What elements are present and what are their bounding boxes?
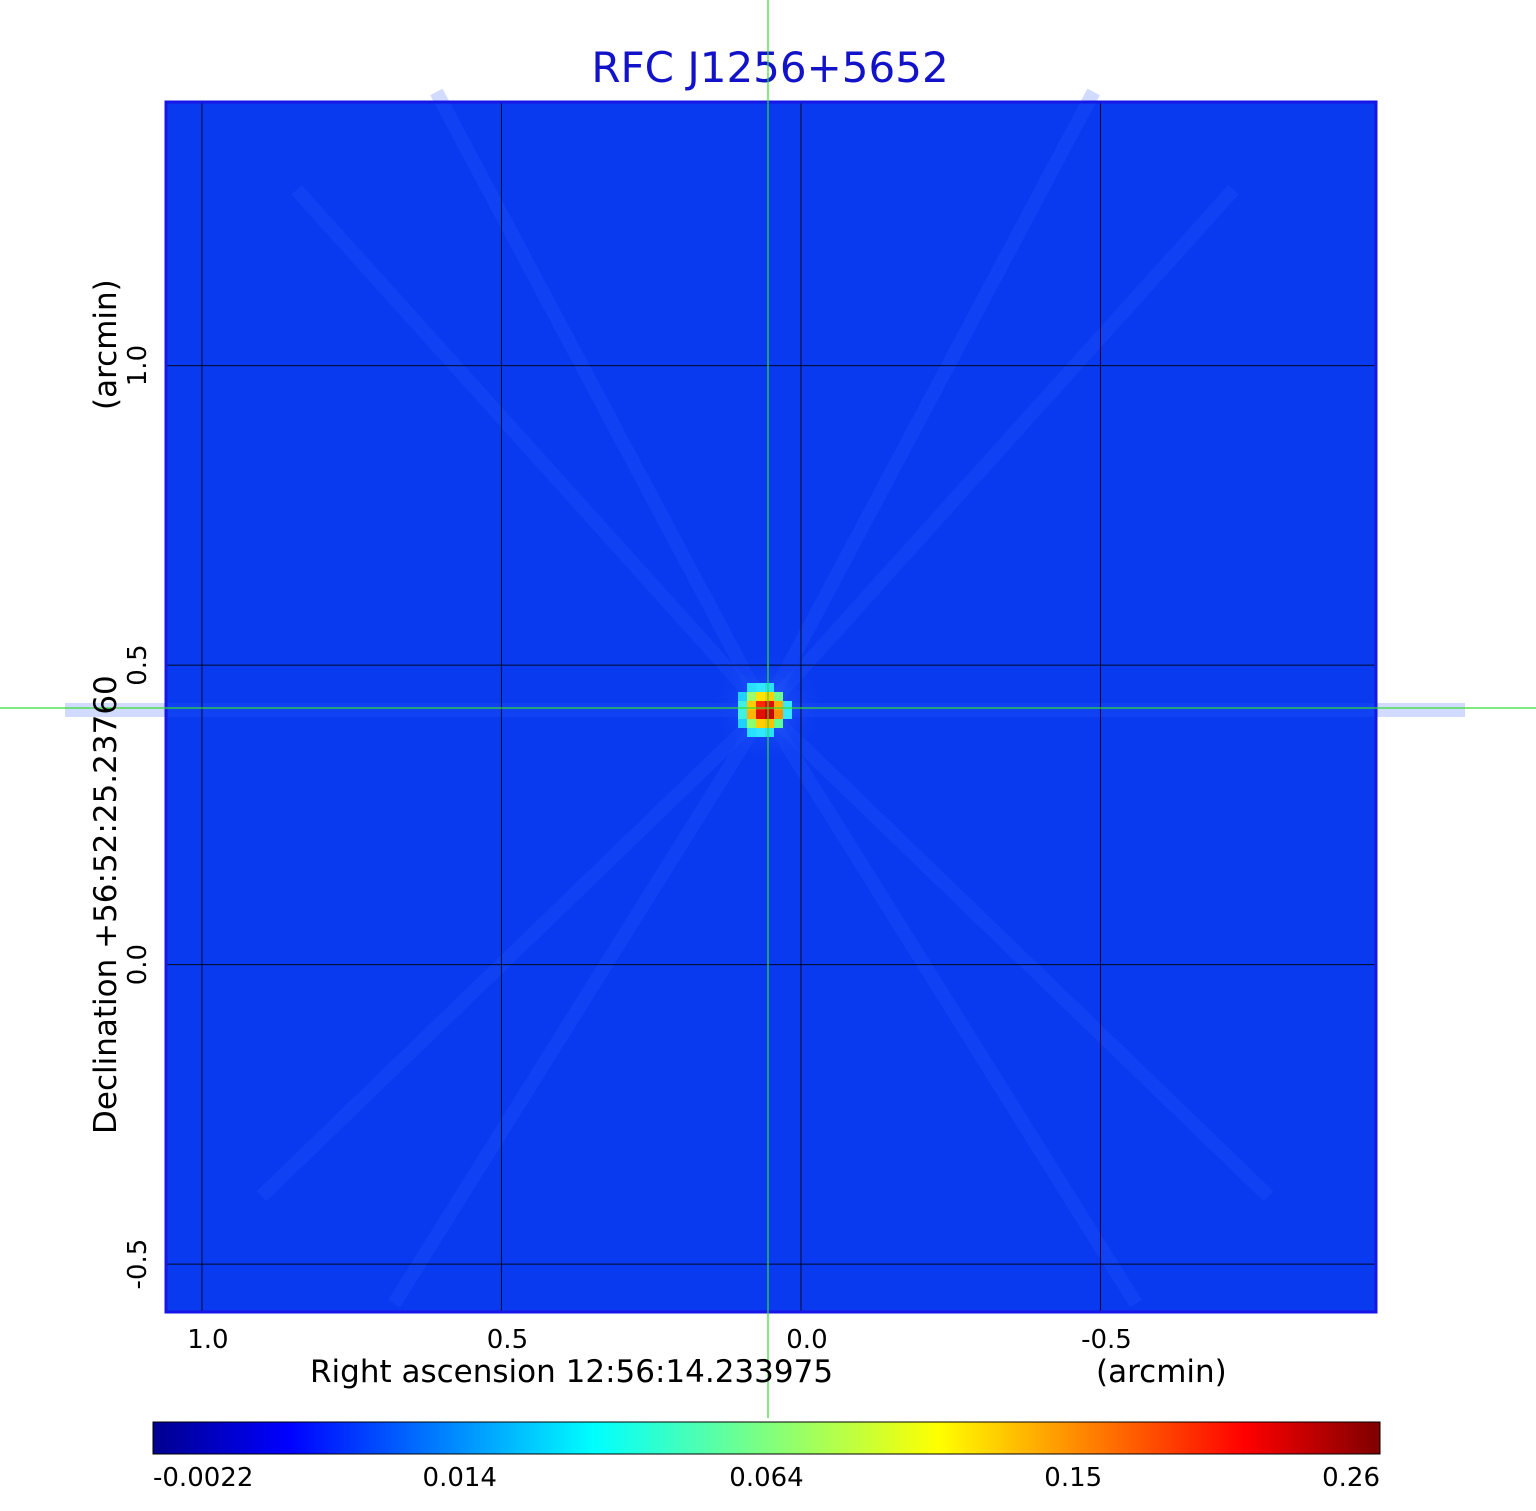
source-peak — [738, 682, 793, 737]
source-pixel — [747, 691, 757, 701]
x-tick-label: 0.0 — [786, 1325, 827, 1355]
source-pixel — [756, 691, 766, 701]
source-pixel — [783, 709, 793, 719]
source-pixel — [774, 700, 784, 710]
source-pixel — [765, 700, 775, 710]
y-tick-label: 0.5 — [123, 644, 153, 685]
source-pixel — [774, 709, 784, 719]
colorbar-tick-labels: -0.0022 0.014 0.064 0.15 0.26 — [153, 1463, 1380, 1493]
sidelobe-streak — [759, 706, 1142, 1308]
colorbar-tick-label: 0.014 — [423, 1463, 497, 1493]
colorbar-tick-label: 0.15 — [1044, 1463, 1102, 1493]
colorbar-gradient — [152, 1421, 1381, 1455]
colorbar-tick-label: -0.0022 — [153, 1463, 253, 1493]
x-axis-unit: (arcmin) — [1096, 1354, 1227, 1390]
colorbar-tick-label: 0.064 — [729, 1463, 803, 1493]
source-pixel — [783, 700, 793, 710]
source-pixel — [774, 718, 784, 728]
sidelobe-streak — [291, 185, 771, 715]
image-area — [65, 88, 1466, 1314]
x-axis-label: Right ascension 12:56:14.233975 — [310, 1354, 833, 1390]
source-pixel — [765, 727, 775, 737]
sidelobe-streak — [758, 88, 1100, 714]
colorbar: -0.0022 0.014 0.064 0.15 0.26 — [152, 1421, 1381, 1493]
source-pixel — [756, 718, 766, 728]
x-tick-label: 1.0 — [187, 1325, 228, 1355]
y-tick-label: 1.0 — [123, 345, 153, 386]
sidelobe-streak — [388, 706, 771, 1308]
source-pixel — [756, 709, 766, 719]
source-pixel — [765, 718, 775, 728]
source-pixel — [756, 682, 766, 692]
sidelobe-streaks — [65, 88, 1466, 1308]
source-pixel — [765, 709, 775, 719]
y-axis-unit: (arcmin) — [88, 279, 124, 410]
source-pixel — [756, 700, 766, 710]
y-tick-labels: 1.0 0.5 0.0 -0.5 — [123, 345, 153, 1290]
source-pixel — [747, 700, 757, 710]
x-tick-labels: 1.0 0.5 0.0 -0.5 — [187, 1325, 1132, 1355]
sidelobe-streak — [430, 88, 772, 714]
source-pixel — [747, 727, 757, 737]
source-pixel — [765, 691, 775, 701]
source-pixel — [765, 682, 775, 692]
source-pixel — [747, 718, 757, 728]
plot-frame — [164, 100, 1378, 1314]
source-pixel — [747, 682, 757, 692]
plot-title: RFC J1256+5652 — [591, 43, 948, 92]
coordinate-grid — [166, 102, 1376, 1312]
y-axis-label: Declination +56:52:25.23760 — [88, 675, 124, 1134]
sidelobe-streak — [760, 704, 1274, 1202]
source-pixel — [738, 718, 748, 728]
source-pixel — [774, 691, 784, 701]
x-tick-label: -0.5 — [1081, 1325, 1132, 1355]
source-pixel — [738, 700, 748, 710]
source-pixel — [738, 691, 748, 701]
source-pixel — [747, 709, 757, 719]
sidelobe-streak — [759, 185, 1239, 715]
source-pixel — [756, 727, 766, 737]
source-pixel — [738, 709, 748, 719]
y-tick-label: -0.5 — [123, 1239, 153, 1290]
sidelobe-streak — [256, 704, 770, 1202]
x-tick-label: 0.5 — [487, 1325, 528, 1355]
y-tick-label: 0.0 — [123, 944, 153, 985]
colorbar-tick-label: 0.26 — [1322, 1463, 1380, 1493]
